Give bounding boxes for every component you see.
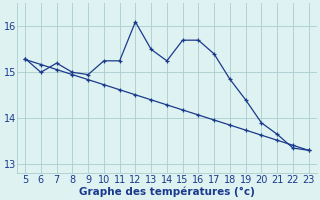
X-axis label: Graphe des températures (°c): Graphe des températures (°c) (79, 186, 255, 197)
